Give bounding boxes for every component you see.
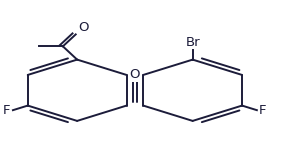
Text: O: O [79,21,89,34]
Text: Br: Br [185,36,200,49]
Text: F: F [258,105,266,117]
Text: O: O [130,68,140,81]
Text: F: F [3,105,10,117]
